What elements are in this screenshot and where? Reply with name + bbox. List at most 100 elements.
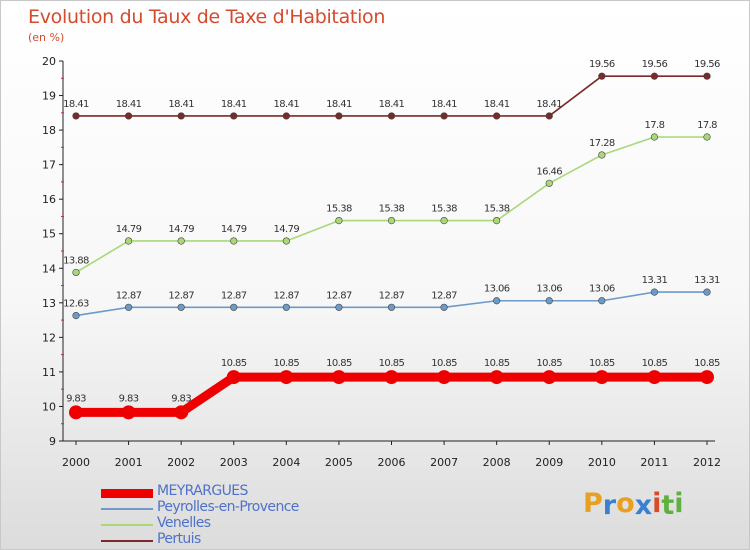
data-point: [650, 288, 659, 296]
data-label: 18.41: [536, 99, 562, 110]
x-tick-label: 2000: [62, 456, 90, 469]
data-label: 17.8: [697, 120, 717, 131]
data-label: 17.28: [589, 138, 615, 149]
data-label: 12.87: [431, 290, 457, 301]
data-point: [72, 312, 80, 320]
data-point: [335, 217, 343, 225]
y-tick-label: 11: [42, 366, 56, 379]
data-label: 10.85: [484, 358, 510, 369]
y-tick-label: 18: [42, 124, 56, 137]
data-label: 18.41: [116, 99, 142, 110]
x-tick-label: 2001: [115, 456, 143, 469]
data-point: [440, 217, 448, 225]
data-label: 13.88: [63, 255, 89, 266]
logo-letter: o: [616, 488, 635, 519]
data-label: 18.41: [326, 99, 352, 110]
data-label: 19.56: [589, 59, 615, 70]
data-label: 13.06: [484, 284, 510, 295]
data-label: 13.06: [589, 284, 615, 295]
series-line-pertuis: [76, 75, 707, 117]
data-point: [598, 151, 606, 159]
data-point: [174, 405, 189, 420]
data-label: 18.41: [274, 99, 300, 110]
data-point: [282, 303, 290, 311]
legend-swatch: [101, 488, 153, 498]
data-point: [177, 237, 185, 245]
x-tick-label: 2009: [535, 456, 563, 469]
x-tick-label: 2005: [325, 456, 353, 469]
x-tick-label: 2011: [640, 456, 668, 469]
data-point: [545, 179, 553, 187]
data-label: 14.79: [221, 224, 247, 235]
proxiti-logo: Proxiti: [583, 488, 684, 521]
data-label: 10.85: [431, 358, 457, 369]
data-point: [647, 370, 662, 385]
data-label: 12.87: [379, 290, 405, 301]
x-tick-label: 2012: [693, 456, 721, 469]
data-label: 17.8: [644, 120, 664, 131]
data-label: 10.85: [589, 358, 615, 369]
data-point: [594, 370, 609, 385]
y-tick-label: 14: [42, 262, 56, 275]
data-label: 10.85: [274, 358, 300, 369]
data-point: [335, 303, 343, 311]
x-tick-label: 2002: [167, 456, 195, 469]
chart-subtitle: (en %): [28, 31, 65, 44]
data-label: 18.41: [431, 99, 457, 110]
data-label: 13.31: [642, 275, 668, 286]
data-point: [124, 112, 133, 120]
data-point: [440, 112, 448, 120]
data-point: [124, 303, 133, 311]
logo-letter: P: [583, 488, 603, 519]
data-point: [331, 370, 346, 385]
chart-title: Evolution du Taux de Taxe d'Habitation: [28, 6, 386, 28]
data-label: 14.79: [168, 224, 194, 235]
data-point: [650, 133, 659, 141]
data-point: [226, 370, 241, 385]
data-point: [230, 303, 238, 311]
data-point: [282, 112, 290, 120]
data-label: 16.46: [536, 166, 562, 177]
logo-letter: i: [674, 488, 684, 519]
y-tick-label: 9: [49, 435, 56, 448]
data-point: [230, 112, 238, 120]
legend-label: Peyrolles-en-Provence: [157, 499, 299, 515]
data-point: [703, 133, 711, 141]
data-point: [437, 370, 452, 385]
legend-swatch: [101, 508, 153, 510]
x-tick-label: 2008: [483, 456, 511, 469]
legend-label: MEYRARGUES: [157, 483, 248, 499]
data-point: [384, 370, 399, 385]
data-label: 10.85: [221, 358, 247, 369]
data-point: [493, 217, 501, 225]
logo-letter: t: [661, 490, 675, 521]
data-point: [387, 303, 396, 311]
data-point: [700, 370, 714, 385]
data-point: [703, 72, 711, 80]
legend-swatch: [101, 540, 153, 542]
y-tick-label: 16: [42, 193, 56, 206]
data-label: 14.79: [116, 224, 142, 235]
data-point: [177, 112, 185, 120]
data-label: 18.41: [221, 99, 247, 110]
data-label: 19.56: [642, 59, 668, 70]
data-point: [282, 237, 290, 245]
y-tick-label: 19: [42, 90, 56, 103]
data-label: 18.41: [168, 99, 194, 110]
data-label: 18.41: [379, 99, 405, 110]
y-tick-label: 10: [42, 400, 56, 413]
y-tick-label: 13: [42, 297, 56, 310]
data-point: [72, 112, 80, 120]
data-point: [440, 303, 448, 311]
data-label: 15.38: [484, 204, 510, 215]
data-label: 13.31: [694, 275, 720, 286]
x-tick-label: 2003: [220, 456, 248, 469]
data-label: 10.85: [694, 358, 720, 369]
legend-swatch: [101, 524, 153, 526]
data-label: 19.56: [694, 59, 720, 70]
y-tick-label: 17: [42, 159, 56, 172]
x-tick-label: 2006: [378, 456, 406, 469]
data-point: [387, 217, 396, 225]
